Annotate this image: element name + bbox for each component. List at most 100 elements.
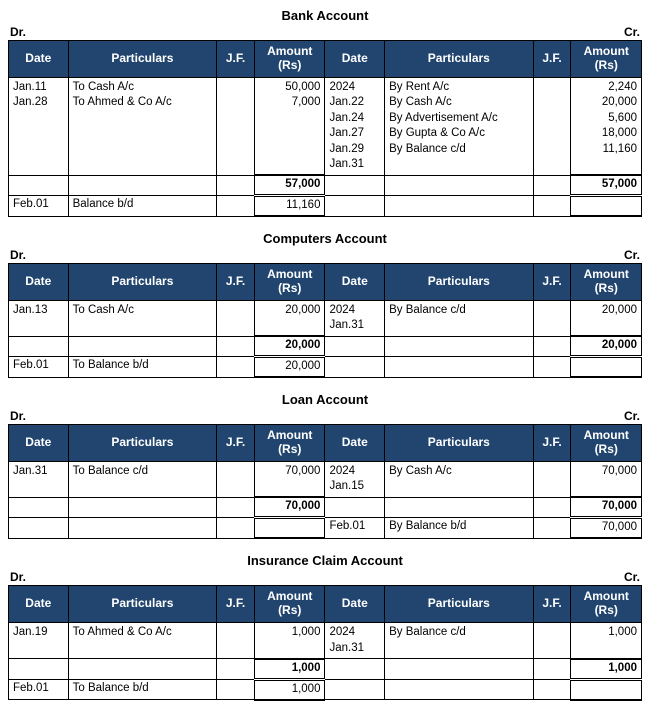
cell <box>533 77 571 175</box>
column-header: J.F. <box>533 425 571 462</box>
cell <box>68 518 216 539</box>
cell <box>533 336 571 357</box>
cell <box>533 357 571 378</box>
cell: Jan.31 <box>9 461 69 497</box>
cell <box>533 196 571 217</box>
column-header: Date <box>325 264 385 301</box>
cell <box>325 659 385 680</box>
cell: Jan.13 <box>9 300 69 336</box>
totals-row: 1,000 1,000 <box>9 659 642 680</box>
cell <box>217 461 255 497</box>
column-header: Amount (Rs) <box>571 586 642 623</box>
column-header: Amount (Rs) <box>255 586 325 623</box>
column-header: Particulars <box>68 41 216 78</box>
cell: By Balance b/d <box>385 518 533 539</box>
column-header: J.F. <box>217 264 255 301</box>
cell <box>9 336 69 357</box>
column-header: Amount (Rs) <box>571 425 642 462</box>
cell: By Balance c/d <box>385 623 533 659</box>
dr-cr-labels: Dr. Cr. <box>8 570 642 585</box>
cell <box>9 518 69 539</box>
cell <box>385 196 533 217</box>
cr-label: Cr. <box>624 570 640 584</box>
cell <box>325 357 385 378</box>
cell <box>217 659 255 680</box>
cell <box>9 175 69 196</box>
column-header: Amount (Rs) <box>255 41 325 78</box>
cell <box>533 659 571 680</box>
column-header: Date <box>325 425 385 462</box>
cell <box>68 659 216 680</box>
cell <box>217 623 255 659</box>
cell <box>571 357 642 378</box>
column-header: Amount (Rs) <box>255 425 325 462</box>
cr-label: Cr. <box>624 409 640 423</box>
cell <box>9 659 69 680</box>
cell: 2024Jan.31 <box>325 300 385 336</box>
cell: 1,000 <box>255 679 325 700</box>
cell: 70,000 <box>255 461 325 497</box>
cell <box>385 497 533 518</box>
column-header: Date <box>9 586 69 623</box>
cell: By Rent A/cBy Cash A/cBy Advertisement A… <box>385 77 533 175</box>
column-header: J.F. <box>533 41 571 78</box>
dr-label: Dr. <box>10 409 26 423</box>
cell <box>68 336 216 357</box>
cell <box>533 175 571 196</box>
dr-cr-labels: Dr.Cr. <box>8 25 642 40</box>
cell: Feb.01 <box>9 357 69 378</box>
dr-label: Dr. <box>10 570 26 584</box>
cell <box>533 300 571 336</box>
cell <box>325 497 385 518</box>
cell: 2024Jan.15 <box>325 461 385 497</box>
cell: 70,000 <box>255 497 325 518</box>
cell: 20,000 <box>571 300 642 336</box>
cell <box>217 196 255 217</box>
cell: To Cash A/cTo Ahmed & Co A/c <box>68 77 216 175</box>
totals-row: 57,00057,000 <box>9 175 642 196</box>
column-header: Amount (Rs) <box>255 264 325 301</box>
ledger-table: DateParticularsJ.F.Amount (Rs)DatePartic… <box>8 40 642 217</box>
column-header: Amount (Rs) <box>571 41 642 78</box>
cell: 1,000 <box>571 659 642 680</box>
cell: To Balance b/d <box>68 679 216 700</box>
cell <box>68 497 216 518</box>
totals-row: 70,00070,000 <box>9 497 642 518</box>
cell <box>325 196 385 217</box>
cell <box>385 659 533 680</box>
balance-bd-row: Feb.01Balance b/d11,160 <box>9 196 642 217</box>
dr-label: Dr. <box>10 248 26 262</box>
cell: To Balance c/d <box>68 461 216 497</box>
cell: Jan.19 <box>9 623 69 659</box>
column-header: Particulars <box>68 425 216 462</box>
dr-cr-labels: Dr. Cr. <box>8 409 642 424</box>
cell: 2,24020,0005,60018,00011,160 <box>571 77 642 175</box>
cell <box>533 679 571 700</box>
cell: Jan.11Jan.28 <box>9 77 69 175</box>
cell <box>217 336 255 357</box>
cell <box>533 461 571 497</box>
column-header: Date <box>325 41 385 78</box>
table-row: Jan.11Jan.28 To Cash A/cTo Ahmed & Co A/… <box>9 77 642 175</box>
column-header: Date <box>325 586 385 623</box>
cell <box>9 497 69 518</box>
cell <box>385 336 533 357</box>
cell: To Cash A/c <box>68 300 216 336</box>
ledgers-root: Bank AccountDr.Cr.DateParticularsJ.F.Amo… <box>8 8 642 701</box>
cell <box>385 679 533 700</box>
cell: By Cash A/c <box>385 461 533 497</box>
balance-bd-row: Feb.01By Balance b/d70,000 <box>9 518 642 539</box>
dr-cr-labels: Dr.Cr. <box>8 248 642 263</box>
table-row: Jan.13To Cash A/c20,0002024Jan.31 By Bal… <box>9 300 642 336</box>
cell <box>217 175 255 196</box>
table-row: Jan.19To Ahmed & Co A/c1,0002024Jan.31 B… <box>9 623 642 659</box>
ledger-table: DateParticularsJ.F.Amount (Rs)DatePartic… <box>8 263 642 378</box>
cell: 20,000 <box>255 336 325 357</box>
cr-label: Cr. <box>624 25 640 39</box>
cell: To Ahmed & Co A/c <box>68 623 216 659</box>
table-header-row: DateParticularsJ.F.Amount (Rs)DatePartic… <box>9 264 642 301</box>
cell: 2024Jan.31 <box>325 623 385 659</box>
cell <box>325 679 385 700</box>
cell: 1,000 <box>255 659 325 680</box>
column-header: Date <box>9 425 69 462</box>
